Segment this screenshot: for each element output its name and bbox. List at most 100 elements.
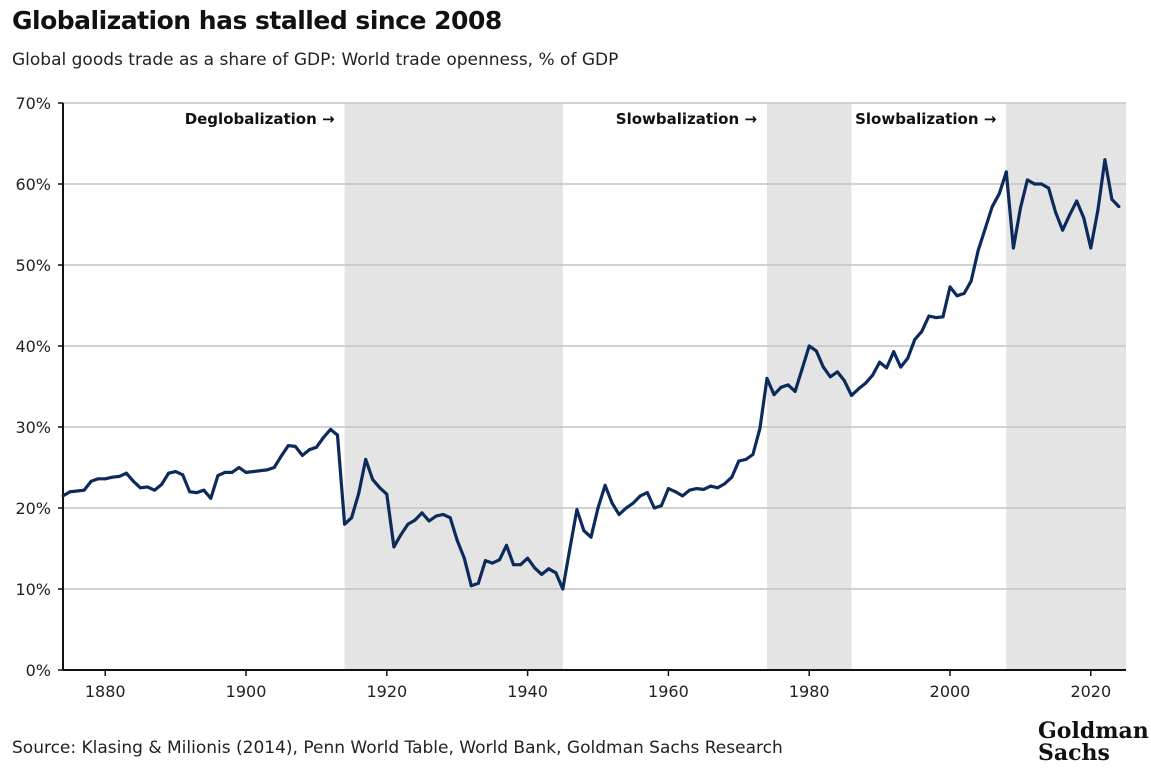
data-point [1054, 210, 1058, 214]
data-point [145, 485, 149, 489]
data-point [941, 315, 945, 319]
data-point [483, 559, 487, 563]
data-point [828, 375, 832, 379]
data-point [744, 457, 748, 461]
data-point [160, 483, 164, 487]
data-point [955, 294, 959, 298]
data-point [413, 518, 417, 522]
data-point [110, 475, 114, 479]
data-point [969, 279, 973, 283]
data-point [716, 486, 720, 490]
data-point [75, 489, 79, 493]
data-point [695, 487, 699, 491]
period-annotation: Slowbalization → [616, 110, 757, 128]
data-point [1096, 209, 1100, 213]
data-point [68, 490, 72, 494]
data-point [1103, 158, 1107, 162]
data-point [1040, 182, 1044, 186]
data-point [138, 486, 142, 490]
data-point [990, 205, 994, 209]
data-point [300, 453, 304, 457]
data-point [519, 563, 523, 567]
source-note: Source: Klasing & Milionis (2014), Penn … [12, 738, 783, 758]
data-point [688, 488, 692, 492]
data-point [927, 314, 931, 318]
data-point [983, 227, 987, 231]
data-point [610, 501, 614, 505]
data-point [631, 501, 635, 505]
data-point [272, 466, 276, 469]
data-point [82, 488, 86, 492]
data-point [406, 522, 410, 526]
data-point [772, 393, 776, 397]
x-tick-label: 1900 [226, 682, 267, 701]
data-point [793, 389, 797, 393]
y-tick-label: 40% [15, 337, 51, 356]
data-point [1082, 216, 1086, 220]
data-point [842, 379, 846, 383]
data-point [357, 491, 361, 495]
data-point [434, 514, 438, 518]
data-point [343, 522, 347, 526]
period-annotation: Slowbalization → [855, 110, 996, 128]
data-point [856, 387, 860, 391]
data-point [624, 506, 628, 510]
data-point [779, 385, 783, 389]
data-point [899, 365, 903, 369]
data-point [202, 488, 206, 492]
data-point [307, 448, 311, 452]
data-point [1025, 178, 1029, 182]
data-point [195, 491, 199, 495]
data-point [188, 490, 192, 494]
period-annotation: Deglobalization → [185, 110, 335, 128]
data-point [329, 427, 333, 431]
data-point [293, 444, 297, 448]
data-point [61, 494, 65, 498]
data-point [617, 512, 621, 516]
x-tick-label: 2020 [1070, 682, 1111, 701]
data-point [765, 376, 769, 380]
data-point [680, 494, 684, 498]
x-tick-label: 1980 [789, 682, 830, 701]
data-point [666, 487, 670, 491]
data-point [476, 581, 480, 585]
data-point [1018, 206, 1022, 210]
data-point [167, 471, 171, 475]
chart-subtitle: Global goods trade as a share of GDP: Wo… [12, 50, 619, 70]
y-tick-label: 70% [15, 94, 51, 113]
data-point [800, 367, 804, 371]
data-point [279, 454, 283, 458]
data-point [603, 483, 607, 487]
data-point [1011, 246, 1015, 250]
data-point [505, 543, 509, 547]
data-point [913, 338, 917, 342]
data-point [568, 547, 572, 550]
data-point [638, 494, 642, 498]
data-point [948, 285, 952, 289]
data-point [1032, 182, 1036, 186]
data-point [1004, 170, 1008, 174]
data-point [258, 469, 262, 473]
data-point [589, 535, 593, 539]
data-point [286, 444, 290, 448]
data-point [582, 529, 586, 533]
data-point [96, 477, 100, 481]
data-point [737, 459, 741, 463]
data-point [758, 427, 762, 431]
data-point [427, 519, 431, 523]
data-point [420, 511, 424, 515]
data-point [350, 516, 354, 520]
data-point [864, 381, 868, 385]
y-tick-label: 20% [15, 499, 51, 518]
data-point [807, 344, 811, 348]
data-point [462, 556, 466, 560]
data-point [469, 584, 473, 588]
data-point [814, 349, 818, 353]
data-point [497, 558, 501, 562]
data-point [554, 571, 558, 575]
data-point [673, 490, 677, 494]
y-tick-label: 50% [15, 256, 51, 275]
data-point [399, 533, 403, 537]
data-point [849, 393, 853, 397]
